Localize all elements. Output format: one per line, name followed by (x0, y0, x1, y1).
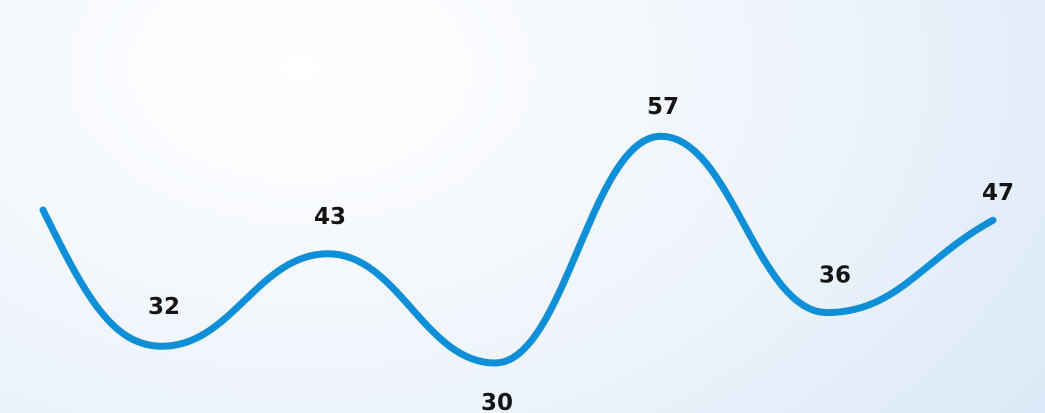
data-label: 47 (982, 180, 1014, 206)
data-label: 30 (481, 390, 513, 413)
series-layer (39, 132, 997, 367)
series-line (39, 132, 997, 367)
data-label: 32 (148, 294, 180, 320)
data-label: 57 (647, 94, 679, 120)
data-label-layer: 32 43 30 57 36 47 (148, 94, 1014, 413)
data-label: 43 (314, 204, 346, 230)
data-label: 36 (819, 263, 851, 289)
